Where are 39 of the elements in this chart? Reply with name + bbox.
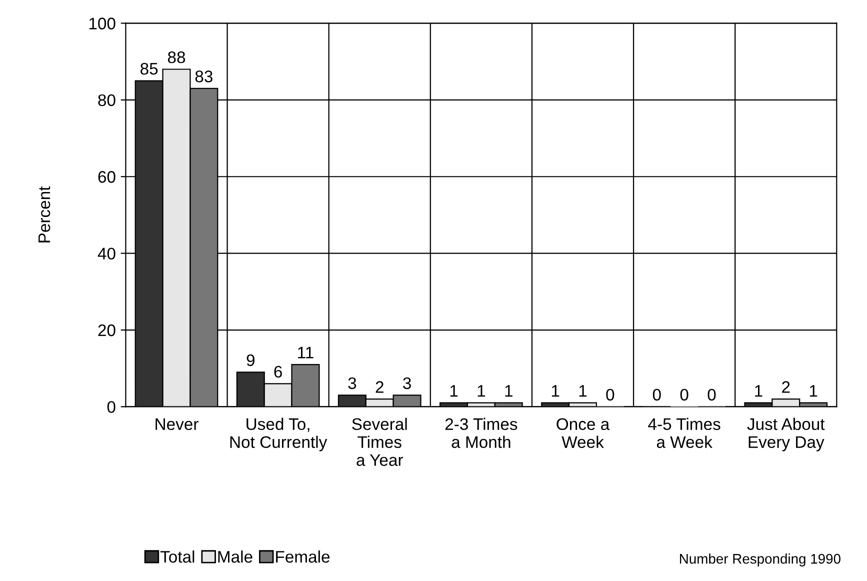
x-tick-label: Once a Week [556,418,610,448]
y-tick-label: 0 [107,401,116,413]
data-label: 3 [403,377,411,390]
data-label: 85 [140,62,158,75]
data-label: 0 [708,388,716,401]
data-label: 88 [168,51,186,64]
data-label: 1 [579,385,587,397]
data-label: 2 [782,381,790,393]
x-tick-label: 2-3 Times a Month [445,418,518,448]
y-axis-title: Percent [38,186,50,242]
data-label: 1 [478,385,486,397]
y-tick-label: 20 [98,324,116,336]
text: Number Responding 1990 [680,554,840,566]
x-tick-label: Never [156,418,198,430]
data-label: 0 [652,388,661,401]
data-label: 1 [810,385,818,397]
data-label: 1 [505,385,512,397]
y-tick-label: 80 [98,94,116,106]
x-tick-label: Used To, Not Currently [230,418,328,452]
data-label: 3 [348,377,356,390]
data-label: 11 [298,346,314,358]
data-label: 1 [755,385,762,397]
y-tick-label: 40 [98,248,116,260]
legend-label: Male [218,550,252,563]
data-label: 9 [246,354,254,366]
x-tick-label: Several Times a Year [352,418,407,466]
data-label: 1 [552,385,560,397]
data-label: 1 [450,385,458,397]
data-label: 0 [606,388,614,401]
data-label: 2 [376,381,384,393]
legend-label: Total [160,550,194,563]
x-tick-label: 4-5 Times a Week [648,418,720,448]
data-label: 0 [680,388,688,401]
y-tick-label: 100 [89,18,116,30]
y-tick-label: 60 [98,171,116,183]
x-tick-label: Just About Every Day [747,418,825,452]
data-label: 6 [274,366,282,378]
data-label: 83 [195,70,212,82]
legend-label: Female [276,550,330,563]
